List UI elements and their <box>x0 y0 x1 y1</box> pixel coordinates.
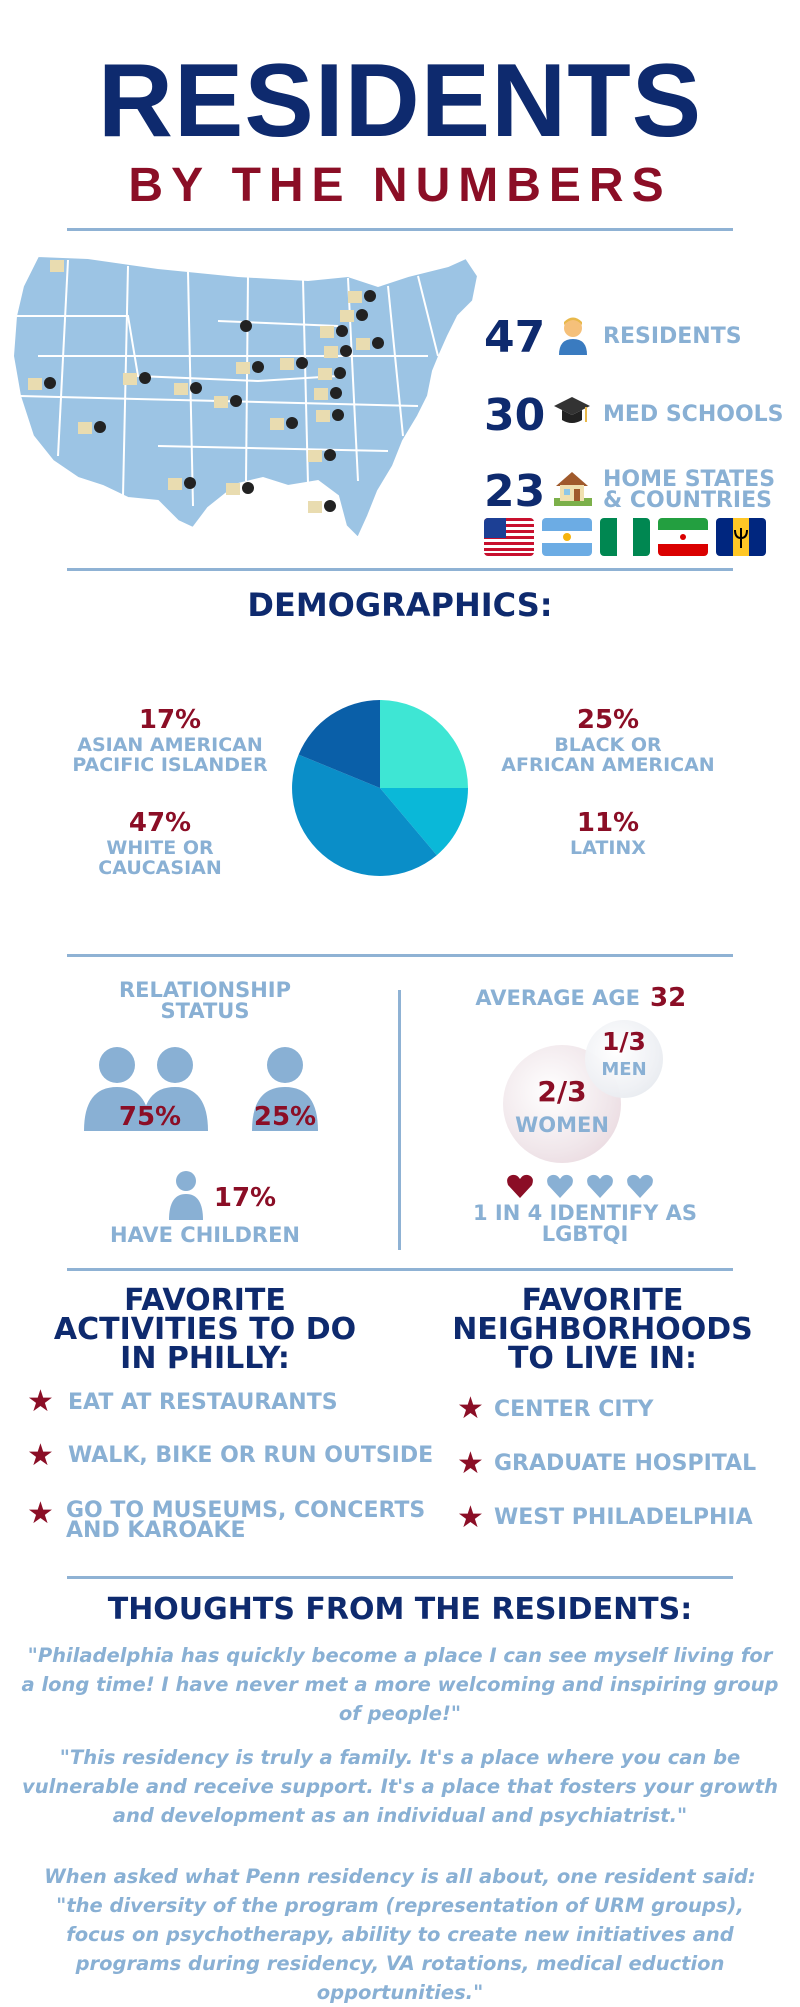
pie-slice-black <box>380 700 468 788</box>
page-title: RESIDENTS <box>97 43 703 159</box>
women-fraction: 2/3 <box>537 1075 587 1108</box>
black-label-2: AFRICAN AMERICAN <box>501 754 715 776</box>
quote-1: "Philadelphia has quickly become a place… <box>21 1644 779 1725</box>
neighborhood-item: GRADUATE HOSPITAL <box>494 1451 757 1476</box>
neighborhoods-title-1: FAVORITE <box>521 1283 684 1318</box>
residents-count: 47 <box>484 312 546 363</box>
women-label: WOMEN <box>515 1113 609 1137</box>
thoughts-title: THOUGHTS FROM THE RESIDENTS: <box>107 1592 693 1627</box>
hearts-icon <box>507 1174 653 1198</box>
activities-title-3: IN PHILLY: <box>120 1341 290 1376</box>
neighborhood-item: WEST PHILADELPHIA <box>494 1505 753 1530</box>
argentina-flag <box>542 518 592 556</box>
divider <box>67 228 733 231</box>
star-icon: ★ <box>457 1500 484 1535</box>
star-icon: ★ <box>27 1384 54 1419</box>
med-schools-label: MED SCHOOLS <box>603 402 784 427</box>
star-icon: ★ <box>27 1496 54 1531</box>
activity-item: EAT AT RESTAURANTS <box>68 1390 338 1415</box>
asian-label-1: ASIAN AMERICAN <box>77 734 263 756</box>
iran-flag <box>658 518 708 556</box>
pie-slice-asian <box>298 700 380 788</box>
lgbtqi-label-1: 1 IN 4 IDENTIFY AS <box>472 1201 698 1225</box>
couple-pct: 75% <box>118 1102 182 1132</box>
activity-item: WALK, BIKE OR RUN OUTSIDE <box>68 1443 434 1468</box>
latinx-label: LATINX <box>570 837 646 859</box>
children-pct: 17% <box>213 1183 277 1213</box>
average-age-value: 32 <box>650 983 687 1013</box>
residents-label: RESIDENTS <box>603 324 742 349</box>
asian-label-2: PACIFIC ISLANDER <box>72 754 268 776</box>
resident-person-icon <box>559 317 587 355</box>
barbados-flag <box>716 518 766 556</box>
relationship-title-2: STATUS <box>160 999 250 1023</box>
pie-slice-latinx <box>380 788 468 856</box>
white-pct: 47% <box>128 808 192 838</box>
activity-item: GO TO MUSEUMS, CONCERTS <box>66 1498 426 1523</box>
divider <box>67 1576 733 1579</box>
lgbtqi-label-2: LGBTQI <box>541 1222 629 1246</box>
person-icon <box>169 1171 203 1220</box>
pie-slice-white <box>292 754 437 876</box>
neighborhoods-title-2: NEIGHBORHOODS <box>452 1312 753 1347</box>
asian-pct: 17% <box>138 705 202 735</box>
average-age-label: AVERAGE AGE <box>475 986 640 1010</box>
us-map-image <box>11 254 480 540</box>
demographics-pie-chart <box>292 700 468 876</box>
relationship-people-icon <box>84 1047 318 1131</box>
neighborhoods-title-3: TO LIVE IN: <box>507 1341 698 1376</box>
map-markers <box>28 260 384 513</box>
home-states-label-2: & COUNTRIES <box>603 488 772 513</box>
activity-item-cont: AND KAROAKE <box>66 1518 246 1543</box>
star-icon: ★ <box>27 1438 54 1473</box>
latinx-pct: 11% <box>576 808 640 838</box>
divider <box>67 954 733 957</box>
activities-title-2: ACTIVITIES TO DO <box>53 1312 357 1347</box>
nigeria-flag <box>600 518 650 556</box>
men-bubble <box>585 1020 663 1098</box>
demographics-title: DEMOGRAPHICS: <box>247 586 553 624</box>
neighborhood-item: CENTER CITY <box>494 1397 654 1422</box>
white-label-1: WHITE OR <box>106 837 214 859</box>
divider <box>67 568 733 571</box>
star-icon: ★ <box>457 1391 484 1426</box>
black-label-1: BLACK OR <box>554 734 662 756</box>
house-icon <box>554 472 592 506</box>
home-states-count: 23 <box>484 466 546 517</box>
star-icon: ★ <box>457 1446 484 1481</box>
graduation-cap-icon <box>554 397 590 423</box>
single-pct: 25% <box>253 1102 317 1132</box>
activities-title-1: FAVORITE <box>124 1283 286 1318</box>
page-subtitle: BY THE NUMBERS <box>128 159 672 212</box>
black-pct: 25% <box>576 705 640 735</box>
white-label-2: CAUCASIAN <box>98 857 222 879</box>
quote-3: When asked what Penn residency is all ab… <box>44 1865 756 2004</box>
vertical-divider <box>398 990 401 1250</box>
united-states-flag <box>484 518 534 556</box>
divider <box>67 1268 733 1271</box>
children-label: HAVE CHILDREN <box>109 1223 300 1247</box>
quote-2: "This residency is truly a family. It's … <box>22 1746 778 1827</box>
men-fraction: 1/3 <box>602 1027 646 1056</box>
home-states-label-1: HOME STATES <box>603 467 776 492</box>
men-label: MEN <box>601 1059 647 1080</box>
relationship-title-1: RELATIONSHIP <box>119 978 291 1002</box>
med-schools-count: 30 <box>484 390 546 441</box>
